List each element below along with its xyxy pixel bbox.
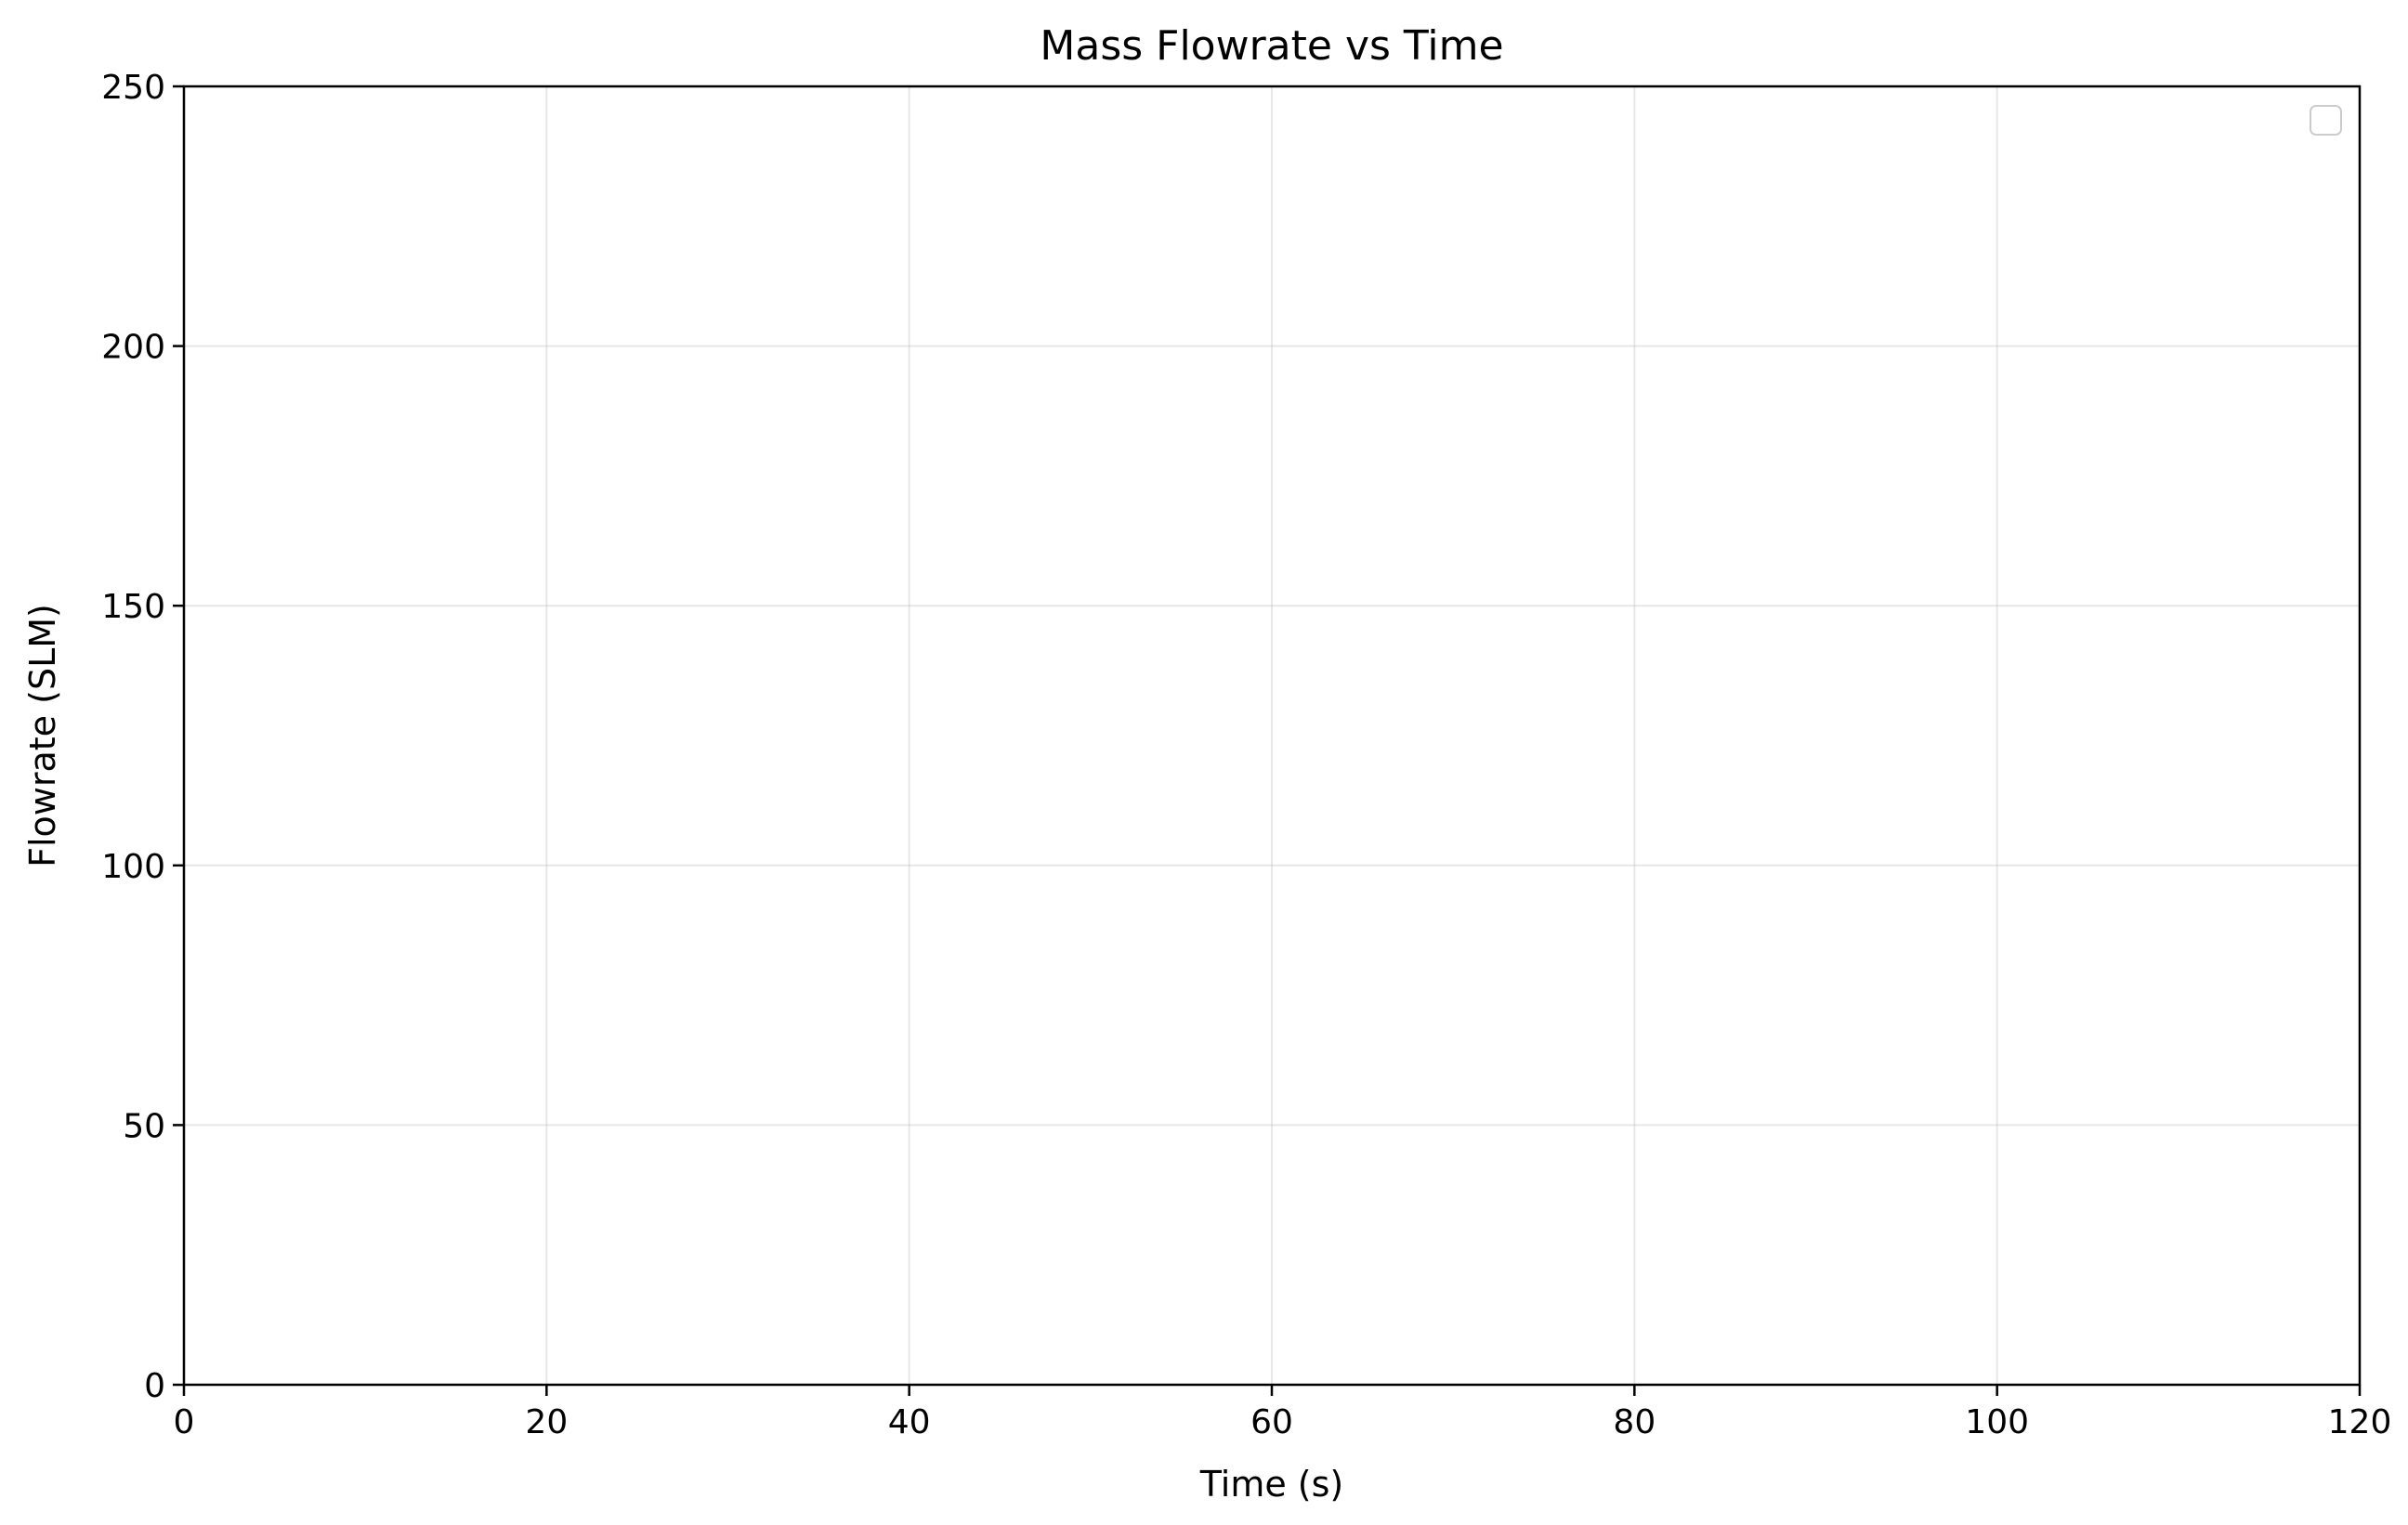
- y-tick-label: 150: [101, 588, 165, 626]
- x-tick-label: 0: [174, 1403, 195, 1441]
- y-axis-label: Flowrate (SLM): [22, 604, 63, 867]
- y-tick-label: 200: [101, 329, 165, 367]
- x-axis-label: Time (s): [1199, 1464, 1344, 1505]
- chart-title: Mass Flowrate vs Time: [1040, 22, 1503, 70]
- x-tick-label: 20: [525, 1403, 568, 1441]
- ticks: 0 20 40 60 80 100 120 0 50 100 150 200 250: [101, 69, 2391, 1441]
- y-tick-label: 250: [101, 69, 165, 107]
- y-tick-label: 100: [101, 848, 165, 886]
- x-tick-label: 40: [888, 1403, 931, 1441]
- plot-area: [184, 86, 2360, 1385]
- x-tick-label: 80: [1613, 1403, 1656, 1441]
- x-tick-label: 60: [1250, 1403, 1293, 1441]
- y-tick-label: 0: [144, 1367, 165, 1405]
- x-tick-label: 100: [1965, 1403, 2029, 1441]
- legend-box: [2310, 105, 2342, 136]
- y-tick-label: 50: [123, 1107, 165, 1145]
- x-tick-label: 120: [2328, 1403, 2392, 1441]
